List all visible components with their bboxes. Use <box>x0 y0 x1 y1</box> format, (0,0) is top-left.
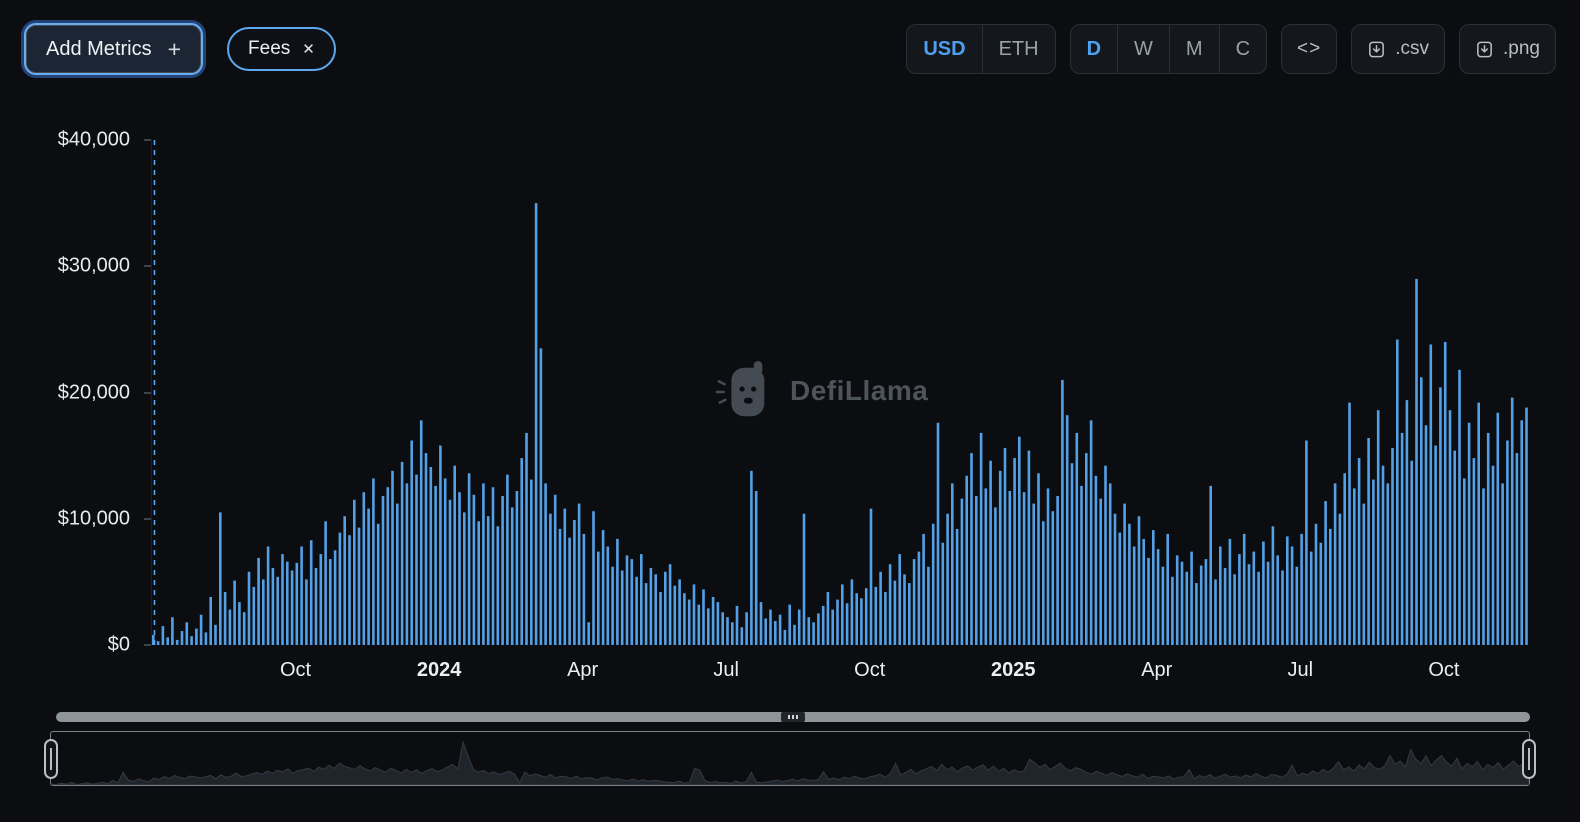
divider <box>1117 25 1119 73</box>
brush-handle-left[interactable] <box>44 738 58 779</box>
interval-option-cumulative[interactable]: C <box>1235 37 1251 60</box>
interval-option-weekly[interactable]: W <box>1134 37 1153 60</box>
brush-handle-right[interactable] <box>1522 738 1536 779</box>
interval-option-monthly[interactable]: M <box>1185 37 1203 60</box>
toolbar-left: Add Metrics + Fees ✕ <box>24 23 336 75</box>
close-icon[interactable]: ✕ <box>302 41 315 58</box>
zoom-scrollbar[interactable] <box>56 712 1530 722</box>
currency-toggle: USD ETH <box>906 24 1056 74</box>
minimap-area-series <box>51 740 1529 785</box>
csv-label: .csv <box>1395 38 1430 59</box>
y-axis-label: $0 <box>107 633 130 656</box>
x-axis-label: Oct <box>1428 659 1460 681</box>
currency-option-usd[interactable]: USD <box>923 37 966 60</box>
download-csv-button[interactable]: .csv <box>1351 24 1446 74</box>
interval-toggle: D W M C <box>1069 24 1268 74</box>
y-axis-label: $40,000 <box>57 128 130 151</box>
x-axis-label: Oct <box>854 659 886 681</box>
currency-option-eth[interactable]: ETH <box>998 37 1039 60</box>
y-axis-tick <box>144 139 151 141</box>
x-axis-label: Apr <box>567 659 599 681</box>
download-icon <box>1367 40 1386 59</box>
y-axis-tick <box>144 391 151 394</box>
divider <box>1218 25 1220 73</box>
toolbar: Add Metrics + Fees ✕ USD ETH D W M C <> <box>24 20 1556 78</box>
fees-bar-chart[interactable] <box>152 140 1530 645</box>
x-axis-label: Jul <box>713 659 739 681</box>
x-axis-label: 2024 <box>416 659 462 681</box>
fees-metric-chip[interactable]: Fees ✕ <box>227 27 336 71</box>
y-axis-tick <box>144 517 151 520</box>
embed-button[interactable]: <> <box>1281 24 1338 74</box>
x-axis-label: 2025 <box>991 659 1036 681</box>
embed-code-icon: <> <box>1297 38 1322 59</box>
divider <box>981 25 983 73</box>
y-axis: $0 $10,000 $20,000 $30,000 $40,000 <box>0 129 151 656</box>
interval-option-daily[interactable]: D <box>1086 37 1102 60</box>
bar-series[interactable] <box>152 140 1530 645</box>
y-axis-label: $20,000 <box>57 381 130 403</box>
x-axis: Oct 2024 Apr Jul Oct 2025 Apr Jul Oct <box>152 659 1530 687</box>
fees-chip-label: Fees <box>248 38 291 59</box>
y-axis-label: $30,000 <box>57 254 130 277</box>
y-axis-tick <box>144 265 151 268</box>
download-icon <box>1475 40 1494 59</box>
x-axis-label: Oct <box>279 659 312 681</box>
plus-icon: + <box>167 35 182 62</box>
x-axis-label: Jul <box>1287 659 1314 681</box>
y-axis-label: $10,000 <box>57 507 130 530</box>
range-brush-minimap[interactable] <box>44 731 1536 786</box>
x-axis-label: Apr <box>1141 659 1173 681</box>
add-metrics-label: Add Metrics <box>46 37 152 60</box>
png-label: .png <box>1503 38 1540 59</box>
divider <box>1168 25 1170 73</box>
zoom-scrollbar-grip[interactable] <box>781 712 805 722</box>
y-axis-tick <box>144 644 151 646</box>
y-axis-line <box>151 140 152 645</box>
download-png-button[interactable]: .png <box>1459 24 1556 74</box>
toolbar-right: USD ETH D W M C <> .csv <box>906 24 1556 74</box>
add-metrics-button[interactable]: Add Metrics + <box>24 23 204 75</box>
